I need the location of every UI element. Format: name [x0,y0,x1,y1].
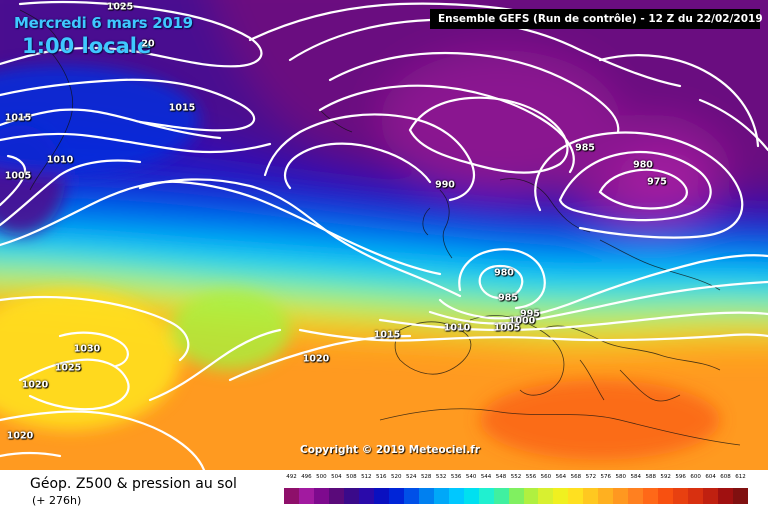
isobar-label: 20 [141,38,155,50]
color-scale-swatch [718,488,734,504]
color-scale-swatch [493,488,509,504]
color-scale-swatch [613,488,629,504]
color-scale-swatch [358,488,374,504]
isobar-label: 1010 [443,322,471,334]
color-scale-label: 540 [465,474,477,480]
color-scale-label: 572 [585,474,597,480]
color-scale-label: 524 [405,474,417,480]
isobar-label: 1020 [6,430,34,442]
color-scale-swatch [598,488,614,504]
color-scale-swatch [343,488,359,504]
valid-time: 1:00 locale [22,34,152,58]
color-scale-swatch [508,488,524,504]
color-scale-label: 576 [600,474,612,480]
color-scale-label: 536 [450,474,462,480]
isobar-label: 980 [494,267,514,279]
color-scale-swatch [688,488,704,504]
color-scale-label: 544 [480,474,492,480]
color-scale-swatch [703,488,719,504]
isobar-label: 1020 [21,379,49,391]
color-scale-swatch [403,488,419,504]
color-scale-swatch [328,488,344,504]
product-title: Géop. Z500 & pression au sol [30,476,237,492]
geopotential-map [0,0,768,470]
color-scale-swatch [298,488,314,504]
valid-date: Mercredi 6 mars 2019 [14,14,193,32]
color-scale-label: 584 [630,474,641,480]
color-scale-swatch [418,488,434,504]
isobar-label: 1030 [73,343,101,355]
lead-time: (+ 276h) [32,494,82,507]
color-scale-label: 504 [331,474,342,480]
isobar-label: 995 [520,308,540,320]
color-scale-label: 560 [540,474,552,480]
color-scale-label: 580 [615,474,627,480]
isobars [0,0,768,470]
color-scale-swatch [523,488,539,504]
color-scale-swatch [673,488,689,504]
color-scale-label: 532 [435,474,447,480]
color-scale-label: 520 [391,474,402,480]
color-scale-label: 496 [301,474,312,480]
color-scale-label: 600 [690,474,701,480]
color-scale-swatch [583,488,599,504]
color-scale-label: 548 [495,474,507,480]
color-scale-label: 512 [361,474,372,480]
run-info: Ensemble GEFS (Run de contrôle) - 12 Z d… [430,9,763,29]
color-scale-swatch [733,488,749,504]
color-scale-swatch [658,488,674,504]
isobar-label: 1005 [493,322,521,334]
color-scale-label: 556 [525,474,537,480]
coastlines [19,9,741,446]
color-scale-swatch [463,488,479,504]
color-scale-swatch [388,488,404,504]
color-scale-swatch [284,488,299,504]
isobar-label: 1015 [4,112,32,124]
color-scale-label: 500 [316,474,327,480]
color-scale-label: 612 [735,474,746,480]
isobar-label: 990 [435,179,455,191]
isobar-label: 1015 [168,102,196,114]
color-scale-label: 564 [555,474,567,480]
color-scale-swatch [553,488,569,504]
isobar-label: 975 [647,176,667,188]
color-scale-swatch [643,488,659,504]
footer: Géop. Z500 & pression au sol (+ 276h) 49… [0,470,768,512]
isobar-label: 985 [575,142,595,154]
color-scale-swatch [538,488,554,504]
color-scale-label: 568 [570,474,582,480]
isobar-label: 1000 [508,315,536,327]
color-scale-legend: 492 496 500 504 508 512 516 520 524 528 532 536 540 5… [284,474,749,508]
copyright-notice: Copyright © 2019 Meteociel.fr [300,444,480,456]
color-scale-swatch [313,488,329,504]
color-scale-label: 604 [705,474,716,480]
isobar-label: 985 [498,292,518,304]
isobar-label: 1010 [46,154,74,166]
color-scale-label: 592 [660,474,671,480]
color-scale-label: 596 [675,474,686,480]
color-scale-label: 552 [510,474,522,480]
color-scale-label: 508 [346,474,357,480]
color-scale-swatch [478,488,494,504]
color-scale-label: 492 [286,474,297,480]
isobar-label: 980 [633,159,653,171]
color-scale-label: 516 [376,474,387,480]
color-scale-bar [284,488,749,504]
color-scale-swatch [628,488,644,504]
color-scale-swatch [448,488,464,504]
isobar-label: 1025 [106,1,134,13]
isobar-label: 1025 [54,362,82,374]
isobar-label: 1005 [4,170,32,182]
color-scale-label: 588 [645,474,656,480]
color-scale-labels: 492 496 500 504 508 512 516 520 524 528 532 536 540 5… [284,474,748,484]
color-scale-label: 608 [720,474,731,480]
color-scale-swatch [373,488,389,504]
color-scale-label: 528 [420,474,432,480]
color-scale-swatch [433,488,449,504]
isobar-label: 1020 [302,353,330,365]
isobar-label: 1015 [373,329,401,341]
color-scale-swatch [568,488,584,504]
